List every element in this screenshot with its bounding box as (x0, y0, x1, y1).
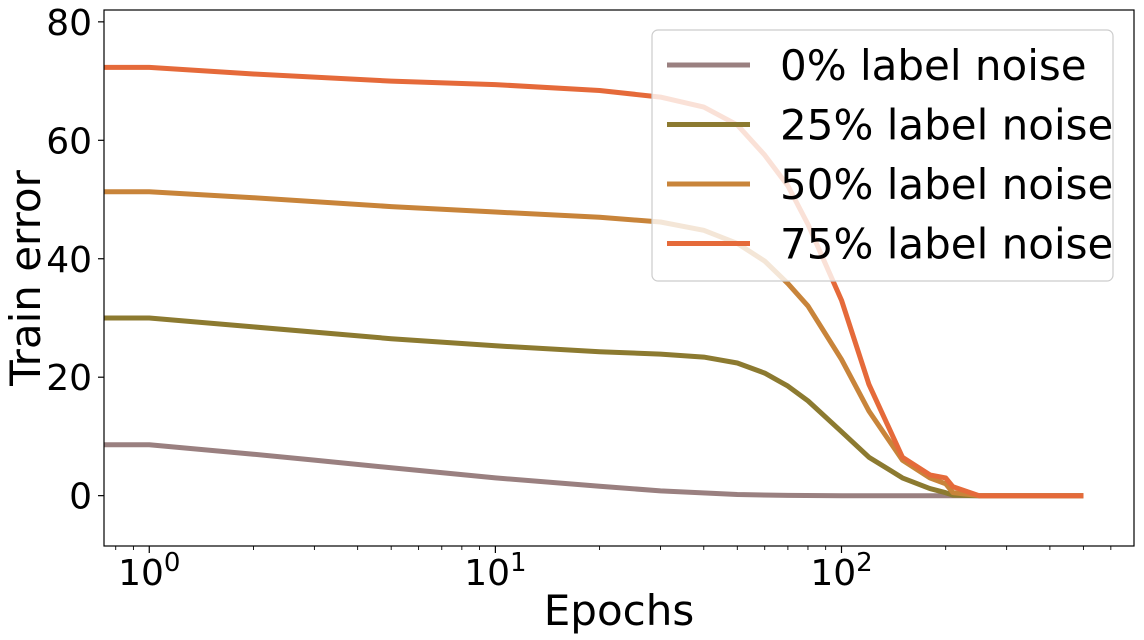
y-tick-label-20: 20 (46, 358, 92, 399)
legend-label-1: 25% label noise (780, 101, 1113, 150)
legend-label-2: 50% label noise (780, 160, 1113, 209)
x-tick-label-1: 100 (118, 548, 180, 594)
x-axis-label: Epochs (544, 586, 695, 635)
series-line-1 (104, 315, 1084, 499)
series-line-2 (104, 189, 1084, 499)
legend-label-0: 0% label noise (780, 41, 1087, 90)
legend: 0% label noise 25% label noise 50% label n… (651, 29, 1114, 282)
series-line-0 (104, 442, 1084, 499)
plot-frame (103, 9, 1135, 547)
legend-box (651, 29, 1114, 282)
y-tick-label-60: 60 (46, 121, 92, 162)
y-axis-label: Train error (1, 169, 50, 387)
y-tick-label-0: 0 (69, 477, 92, 518)
legend-label-3: 75% label noise (780, 220, 1113, 269)
y-tick-label-80: 80 (46, 3, 92, 44)
y-tick-label-40: 40 (46, 240, 92, 281)
x-tick-label-100: 102 (810, 548, 872, 594)
x-tick-label-10: 101 (464, 548, 526, 594)
